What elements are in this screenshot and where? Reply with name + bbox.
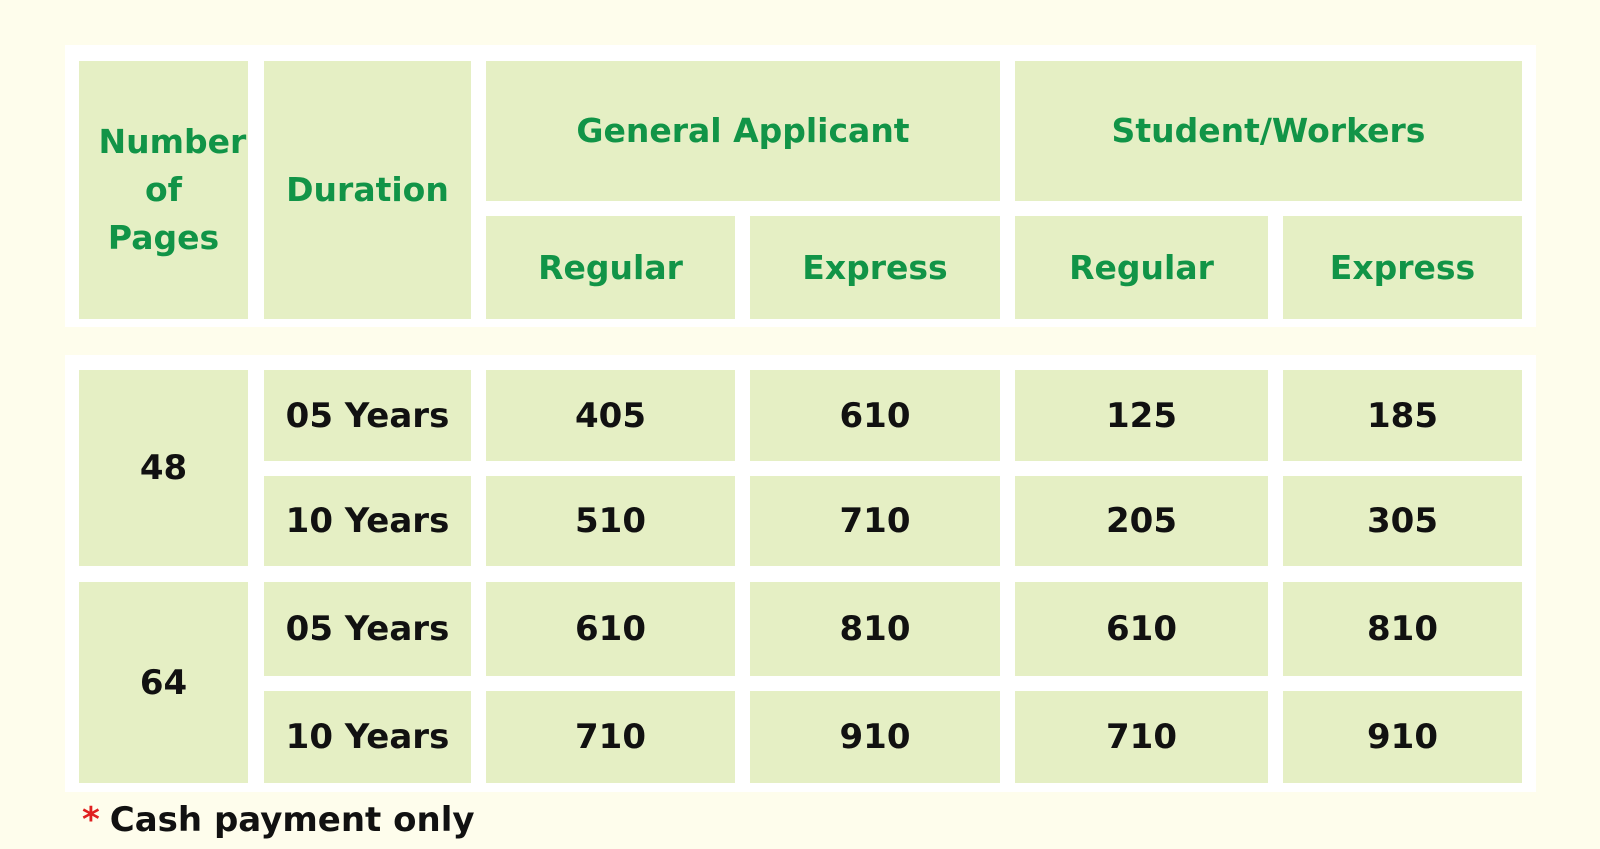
price-cell: 710: [750, 476, 1000, 566]
header-general-regular: Regular: [486, 216, 735, 319]
price-cell: 710: [486, 691, 735, 783]
header-student-regular: Regular: [1015, 216, 1268, 319]
price-cell: 610: [486, 582, 735, 676]
header-general-applicant: General Applicant: [486, 61, 1000, 201]
header-student-workers: Student/Workers: [1015, 61, 1522, 201]
price-cell: 205: [1015, 476, 1268, 566]
duration-cell: 10 Years: [264, 691, 471, 783]
header-general-express: Express: [750, 216, 1000, 319]
pages-48-cell: 48: [79, 370, 248, 566]
header-duration: Duration: [264, 61, 471, 319]
footnote: * Cash payment only: [82, 800, 475, 840]
header-student-express: Express: [1283, 216, 1522, 319]
header-number-of-pages: Number of Pages: [79, 61, 248, 319]
pages-64-cell: 64: [79, 582, 248, 783]
price-cell: 610: [750, 370, 1000, 461]
price-cell: 810: [1283, 582, 1522, 676]
price-cell: 185: [1283, 370, 1522, 461]
price-cell: 405: [486, 370, 735, 461]
price-cell: 910: [750, 691, 1000, 783]
price-cell: 910: [1283, 691, 1522, 783]
price-cell: 810: [750, 582, 1000, 676]
duration-cell: 10 Years: [264, 476, 471, 566]
price-cell: 610: [1015, 582, 1268, 676]
duration-cell: 05 Years: [264, 582, 471, 676]
footnote-marker: *: [82, 800, 100, 840]
price-cell: 125: [1015, 370, 1268, 461]
duration-cell: 05 Years: [264, 370, 471, 461]
footnote-text: Cash payment only: [109, 800, 475, 840]
price-cell: 710: [1015, 691, 1268, 783]
price-cell: 305: [1283, 476, 1522, 566]
price-cell: 510: [486, 476, 735, 566]
